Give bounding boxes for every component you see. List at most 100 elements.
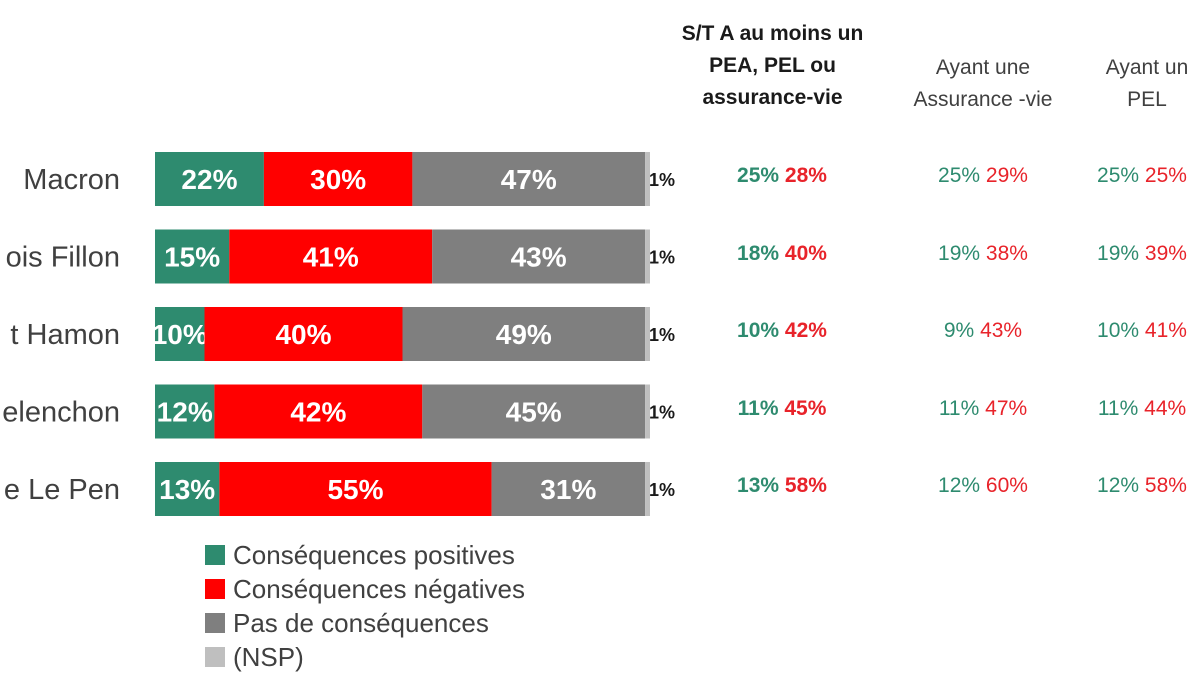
positive-value: 18% — [737, 241, 780, 265]
positive-value: 11% — [938, 396, 980, 420]
category-label: e Le Pen — [4, 474, 120, 506]
legend-swatch — [205, 545, 225, 565]
table-cell: 10% 41% — [1072, 319, 1204, 343]
data-label: 15% — [164, 242, 220, 273]
bar-negative — [204, 307, 403, 361]
header-line: Ayant un — [1105, 56, 1189, 79]
positive-value: 13% — [737, 474, 780, 497]
table-cell: 11% 44% — [1072, 397, 1204, 421]
bar-nsp — [645, 152, 650, 206]
data-label: 1% — [649, 403, 675, 423]
category-label: t Hamon — [10, 319, 120, 351]
negative-value: 41% — [1144, 319, 1187, 342]
header-st-total: S/T A au moins un PEA, PEL ou assurance-… — [660, 18, 885, 114]
data-label: 31% — [540, 474, 596, 505]
data-label: 55% — [327, 474, 383, 505]
legend-item-negative: Conséquences négatives — [205, 572, 525, 606]
bar-positive — [155, 229, 230, 284]
legend-item-positive: Conséquences positives — [205, 538, 525, 572]
positive-value: 10% — [1097, 319, 1140, 342]
data-label: 41% — [303, 242, 359, 273]
category-label: ois Fillon — [6, 242, 120, 274]
bar-nsp — [645, 384, 650, 439]
negative-value: 40% — [784, 241, 827, 265]
positive-value: 19% — [1097, 241, 1140, 265]
data-label: 13% — [159, 474, 215, 505]
bar-negative — [219, 462, 492, 516]
negative-value: 39% — [1144, 241, 1187, 265]
positive-value: 11% — [1097, 396, 1139, 420]
category-label: elenchon — [2, 397, 120, 429]
bar-none — [402, 307, 646, 361]
category-label: Macron — [23, 164, 120, 196]
header-pel: Ayant un PEL — [1090, 52, 1204, 116]
table-cell: 25% 25% — [1072, 164, 1204, 188]
negative-value: 60% — [985, 474, 1028, 497]
bar-negative — [263, 152, 413, 206]
table-cell: 18% 40% — [712, 242, 852, 266]
positive-value: 12% — [938, 474, 981, 497]
data-label: 1% — [649, 170, 675, 190]
positive-value: 11% — [737, 396, 779, 420]
header-line: S/T A au moins un — [681, 22, 864, 45]
data-label: 42% — [290, 397, 346, 428]
bar-none — [491, 462, 646, 516]
header-line: PEA, PEL ou — [709, 54, 836, 77]
table-cell: 9% 43% — [913, 319, 1053, 343]
data-label: 1% — [649, 480, 675, 500]
data-label: 22% — [181, 164, 237, 195]
negative-value: 45% — [784, 396, 827, 420]
positive-value: 10% — [737, 319, 780, 342]
bar-nsp — [645, 307, 650, 361]
negative-value: 44% — [1144, 396, 1187, 420]
bar-positive — [155, 152, 264, 206]
table-cell: 13% 58% — [712, 474, 852, 498]
table-cell: 19% 39% — [1072, 242, 1204, 266]
bar-none — [412, 152, 646, 206]
header-line: assurance-vie — [702, 86, 843, 109]
bar-nsp — [645, 462, 650, 516]
legend-label: Conséquences positives — [233, 539, 515, 570]
data-label: 30% — [310, 164, 366, 195]
data-label: 47% — [501, 164, 557, 195]
bar-none — [432, 229, 646, 284]
table-cell: 25% 29% — [913, 164, 1053, 188]
table-cell: 12% 58% — [1072, 474, 1204, 498]
header-assurance-vie: Ayant une Assurance -vie — [893, 52, 1073, 116]
data-label: 10% — [152, 319, 208, 350]
bar-negative — [214, 384, 423, 439]
positive-value: 25% — [1097, 164, 1140, 187]
bar-positive — [155, 462, 220, 516]
table-cell: 19% 38% — [913, 242, 1053, 266]
positive-value: 25% — [737, 164, 780, 187]
negative-value: 25% — [1144, 164, 1187, 187]
legend-swatch — [205, 613, 225, 633]
positive-value: 25% — [938, 164, 981, 187]
negative-value: 28% — [784, 164, 827, 187]
data-label: 49% — [496, 319, 552, 350]
bar-none — [422, 384, 646, 439]
negative-value: 47% — [985, 396, 1028, 420]
negative-value: 58% — [784, 474, 827, 497]
legend-label: Pas de conséquences — [233, 607, 489, 638]
table-cell: 11% 47% — [913, 397, 1053, 421]
negative-value: 38% — [985, 241, 1028, 265]
legend-item-none: Pas de conséquences — [205, 606, 525, 640]
data-label: 45% — [506, 397, 562, 428]
legend-swatch — [205, 647, 225, 667]
legend-swatch — [205, 579, 225, 599]
bar-nsp — [645, 229, 650, 284]
negative-value: 43% — [980, 319, 1023, 342]
positive-value: 19% — [938, 241, 981, 265]
negative-value: 42% — [784, 319, 827, 342]
data-label: 1% — [649, 248, 675, 268]
positive-value: 9% — [943, 319, 975, 342]
data-label: 1% — [649, 325, 675, 345]
header-line: Ayant une — [935, 56, 1031, 79]
legend-item-nsp: (NSP) — [205, 640, 525, 674]
negative-value: 29% — [985, 164, 1028, 187]
bar-positive — [155, 384, 215, 439]
positive-value: 12% — [1097, 474, 1140, 497]
data-label: 12% — [157, 397, 213, 428]
data-label: 43% — [511, 242, 567, 273]
